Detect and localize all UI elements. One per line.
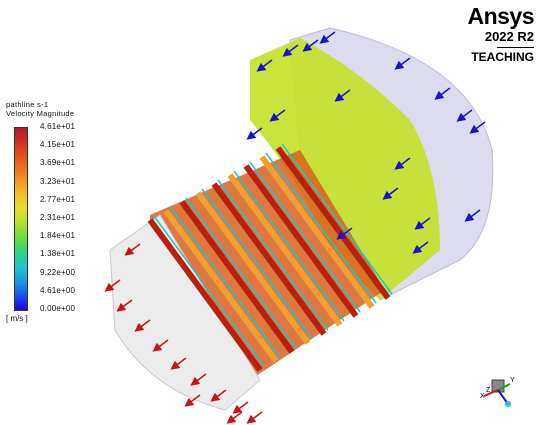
flow-arrow [116,299,133,312]
tube-stripe [179,200,295,354]
triad-y-axis [497,383,511,391]
brand-version: 2022 R2 [484,29,534,44]
tube-edge [153,215,265,367]
flow-arrow [124,243,141,256]
flow-arrow [104,279,121,292]
flow-arrow [226,411,243,424]
triad-x-label: X [480,393,485,400]
triad-origin-dot [505,401,511,407]
flow-arrow [246,411,263,424]
flow-arrow [210,389,227,402]
inflow-arrows [246,31,486,254]
colorbar [14,127,28,311]
flow-arrow [152,339,169,352]
flow-region-mid [250,38,440,300]
legend-tick-label: 3.23e+01 [40,176,76,186]
flow-arrow [184,394,201,407]
flow-arrow [319,31,336,44]
flow-arrow [256,59,273,72]
tube-stripe [275,146,391,300]
flow-arrow [464,209,481,222]
legend-tick-label: 9.22e+00 [40,267,76,277]
tube-stripe [147,218,263,372]
flow-arrow [246,127,263,140]
brand-divider [497,47,534,48]
flow-arrow [302,39,319,52]
tube-edge [249,161,361,313]
flow-arrow [412,241,429,254]
tube-stripe [195,191,311,345]
flow-arrow [394,57,411,70]
brand-edition: TEACHING [471,50,534,64]
axis-triad[interactable]: X Y Z [478,370,518,410]
tube-edge [201,188,313,340]
tube-stripes [147,143,393,372]
flow-arrow [456,109,473,122]
tube-stripe [211,182,327,336]
tube-stripe [227,173,343,327]
tube-edge [169,206,281,358]
flow-arrow [334,89,351,102]
color-legend: pathline s-1 Velocity Magnitude 4.61e+01… [6,100,116,323]
legend-title-line2: Velocity Magnitude [6,109,75,118]
flow-arrow [469,121,486,134]
triad-z-label: Z [486,387,491,394]
tube-edge [185,197,297,349]
flow-arrow [434,87,451,100]
tube-stripe [259,155,375,309]
legend-tick-label: 2.77e+01 [40,194,76,204]
tube-stripe [243,164,359,318]
triad-y-label: Y [510,377,515,384]
flow-arrow [232,401,249,414]
legend-tick-label: 4.15e+01 [40,140,76,150]
brand-name: Ansys [467,3,534,29]
flow-arrow [170,357,187,370]
legend-unit: [ m/s ] [6,314,28,323]
flow-arrow [190,373,207,386]
legend-tick-label: 1.38e+01 [40,249,76,259]
flow-arrow [382,187,399,200]
legend-tick-label: 2.31e+01 [40,213,76,222]
flow-arrow [282,44,299,57]
flow-arrow [394,157,411,170]
ansys-logo: Ansys 2022 R2 TEACHING [467,3,534,65]
legend-title-line1: pathline s-1 [6,100,49,109]
flow-arrow [134,319,151,332]
tube-edge [265,152,377,304]
tube-edge [233,170,345,322]
outlet-tubes [109,214,261,411]
flow-arrow [414,217,431,230]
triad-x-axis [483,389,499,397]
legend-tick-label: 3.69e+01 [40,158,76,168]
outflow-arrows [104,243,263,424]
tube-stripe [163,209,279,363]
legend-tick-label: 1.84e+01 [40,231,76,241]
tube-edge [217,179,329,331]
tube-edge [281,143,393,295]
legend-tick-label: 4.61e+01 [40,122,76,131]
flow-arrow [269,109,286,122]
flow-arrow [336,227,353,240]
legend-tick-label: 0.00e+00 [40,304,76,313]
legend-tick-label: 4.61e+00 [40,285,76,295]
